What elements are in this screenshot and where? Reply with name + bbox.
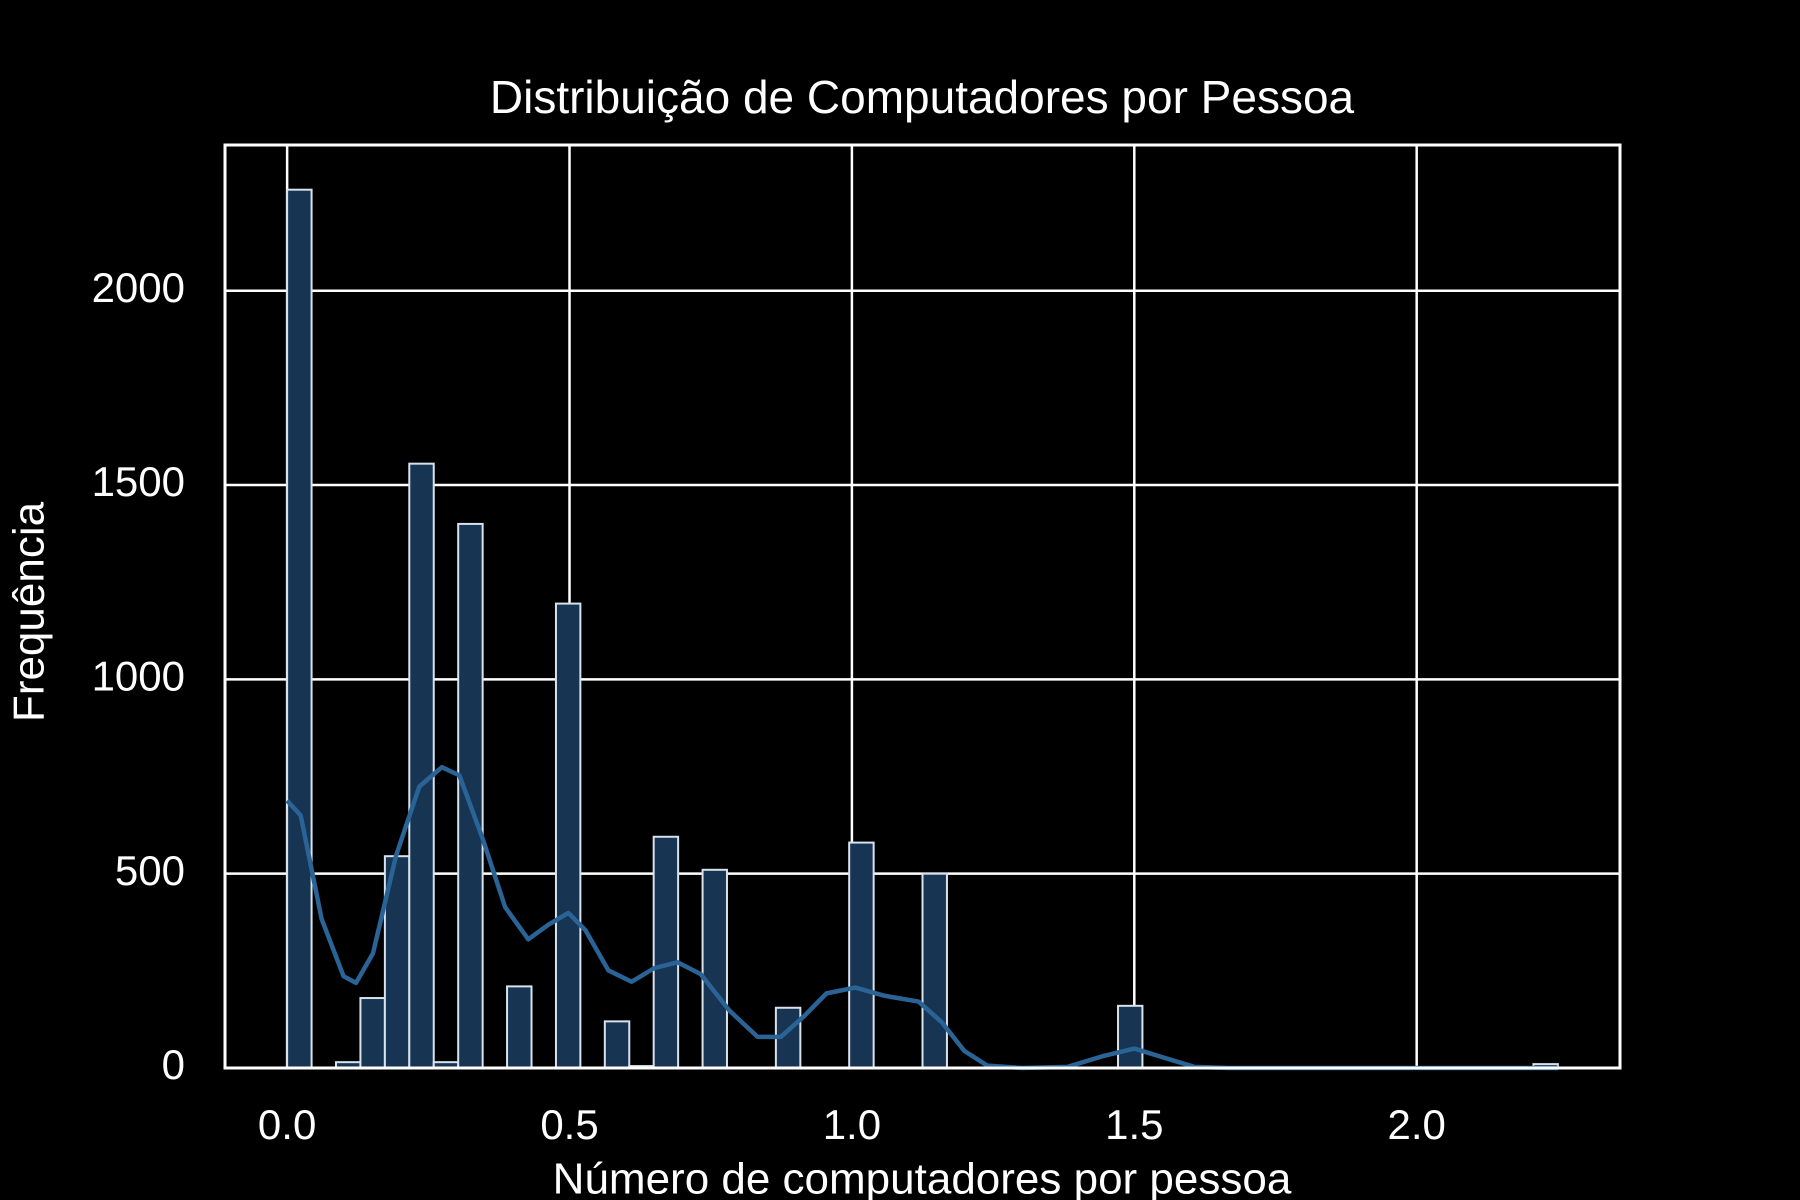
bar — [848, 841, 875, 1069]
x-tick-label: 1.0 — [823, 1101, 881, 1148]
x-tick-label: 0.5 — [540, 1101, 598, 1148]
bar — [506, 985, 533, 1070]
bar — [286, 188, 313, 1069]
chart-title: Distribuição de Computadores por Pessoa — [490, 71, 1355, 123]
bar — [774, 1006, 802, 1069]
bar — [554, 602, 582, 1069]
bar — [359, 997, 386, 1070]
x-tick-label: 1.5 — [1105, 1101, 1163, 1148]
bar — [652, 835, 680, 1070]
bar — [603, 1020, 631, 1069]
x-tick-label: 2.0 — [1387, 1101, 1445, 1148]
bar — [701, 868, 728, 1070]
y-tick-label: 1000 — [92, 652, 185, 699]
bar — [1117, 1004, 1144, 1070]
x-axis-label: Número de computadores por pessoa — [553, 1155, 1292, 1200]
y-tick-label: 500 — [115, 847, 185, 894]
y-tick-label: 1500 — [92, 458, 185, 505]
y-tick-label: 0 — [162, 1041, 185, 1088]
y-axis-label: Frequência — [5, 501, 54, 722]
bar — [457, 522, 484, 1069]
y-tick-label: 2000 — [92, 264, 185, 311]
bar — [921, 872, 948, 1069]
axes-frame — [223, 143, 1622, 1070]
x-tick-label: 0.0 — [258, 1101, 316, 1148]
bar — [408, 462, 435, 1069]
